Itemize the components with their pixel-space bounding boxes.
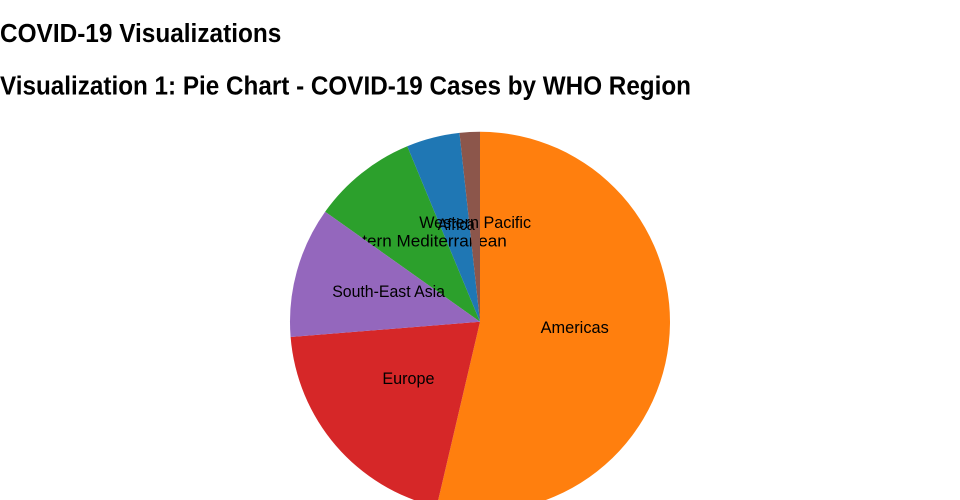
svg-text:Visualization 1: Pie Chart - C: Visualization 1: Pie Chart - COVID-19 Ca…: [0, 70, 691, 100]
svg-text:Western Pacific: Western Pacific: [419, 213, 531, 232]
svg-text:Eastern Mediterranean: Eastern Mediterranean: [333, 232, 507, 251]
svg-text:Africa: Africa: [438, 215, 475, 234]
svg-text:Americas: Americas: [541, 318, 609, 337]
svg-text:Europe: Europe: [382, 369, 434, 388]
svg-text:South-East Asia: South-East Asia: [332, 282, 445, 301]
svg-text:COVID-19 Visualizations: COVID-19 Visualizations: [0, 18, 281, 48]
